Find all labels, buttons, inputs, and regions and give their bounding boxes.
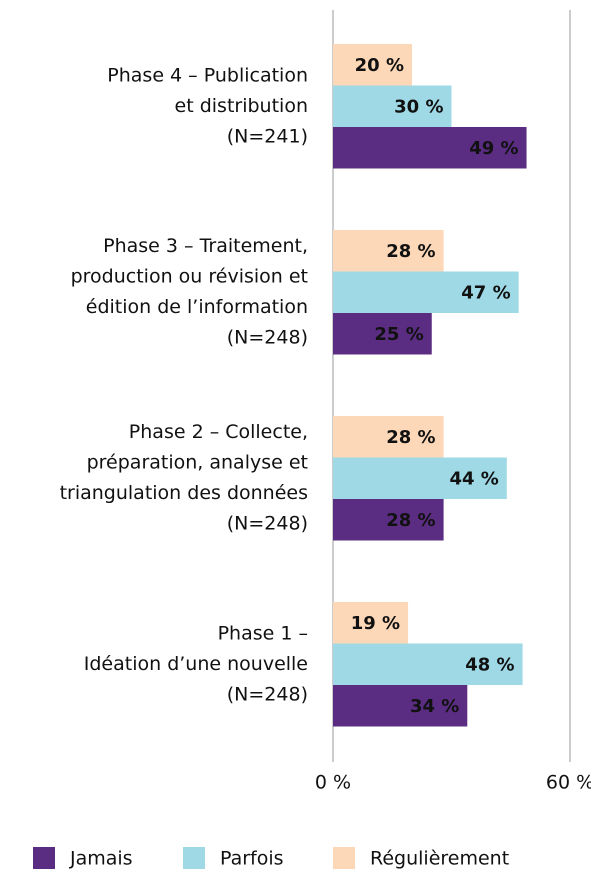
bar <box>333 457 507 499</box>
bar <box>333 313 432 355</box>
value-label: 49 % <box>469 138 518 159</box>
value-label: 28 % <box>386 241 435 262</box>
category-label: (N=248) <box>227 683 308 705</box>
category-label: préparation, analyse et <box>87 452 308 474</box>
x-tick-label: 0 % <box>315 772 351 794</box>
value-label: 19 % <box>351 613 400 634</box>
category-label: Phase 1 – <box>218 622 308 644</box>
legend-label: Jamais <box>69 848 133 870</box>
bar <box>333 271 519 313</box>
x-tick-label: 60 % <box>546 772 591 794</box>
bar <box>333 499 444 541</box>
bar <box>333 602 409 644</box>
bar <box>333 230 444 272</box>
value-label: 34 % <box>410 696 459 717</box>
legend-swatch <box>333 847 355 869</box>
value-label: 48 % <box>465 654 514 675</box>
bar <box>333 85 452 127</box>
category-label: Idéation d’une nouvelle <box>84 653 308 675</box>
value-label: 28 % <box>386 510 435 531</box>
legend-label: Régulièrement <box>370 848 509 870</box>
category-label: triangulation des données <box>60 482 308 504</box>
category-label: édition de l’information <box>86 296 308 318</box>
legend-swatch <box>183 847 205 869</box>
value-label: 20 % <box>355 55 404 76</box>
category-label: Phase 2 – Collecte, <box>129 421 308 443</box>
category-label: (N=248) <box>227 513 308 535</box>
bar <box>333 685 468 727</box>
bar <box>333 643 523 685</box>
category-label: Phase 4 – Publication <box>107 64 308 86</box>
legend-swatch <box>33 847 55 869</box>
value-label: 30 % <box>394 96 443 117</box>
category-label: (N=248) <box>227 327 308 349</box>
value-label: 47 % <box>461 282 510 303</box>
bar <box>333 416 444 458</box>
legend-label: Parfois <box>220 848 284 870</box>
category-label: (N=241) <box>227 125 308 147</box>
category-label: Phase 3 – Traitement, <box>103 235 308 257</box>
bar <box>333 127 527 169</box>
value-label: 44 % <box>449 468 498 489</box>
category-label: et distribution <box>175 95 308 117</box>
value-label: 25 % <box>374 324 423 345</box>
bar <box>333 44 412 86</box>
category-label: production ou révision et <box>71 266 308 288</box>
value-label: 28 % <box>386 427 435 448</box>
